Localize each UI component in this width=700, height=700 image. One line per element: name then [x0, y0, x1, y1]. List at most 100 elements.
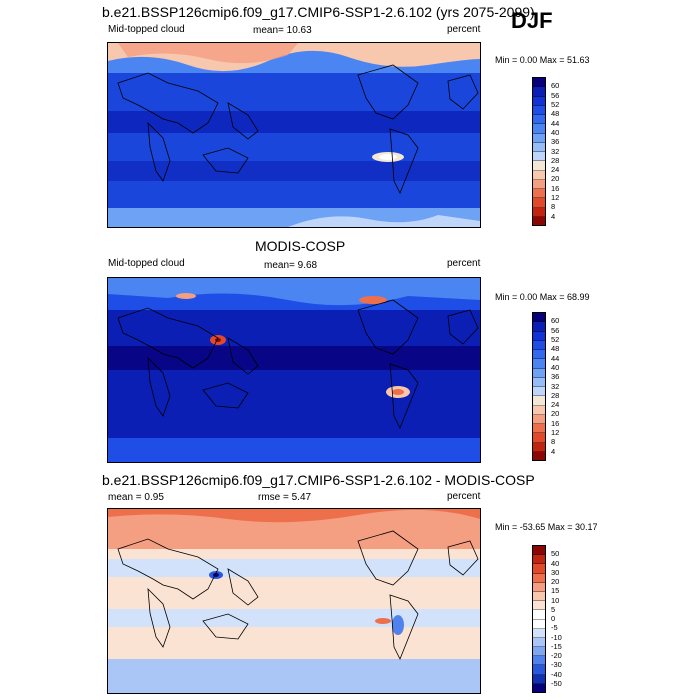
colorbar-tick-label: 16: [551, 183, 560, 193]
colorbar-swatch: [533, 424, 545, 434]
colorbar-swatch: [533, 142, 545, 152]
colorbar-tick-label: 4: [551, 446, 556, 456]
panel-2-colorbar: [532, 312, 546, 461]
colorbar-swatch: [533, 340, 545, 350]
colorbar-swatch: [533, 628, 545, 638]
colorbar-tick-label: 4: [551, 211, 556, 221]
colorbar-tick-label: 60: [551, 316, 560, 326]
panel-1-map: [107, 42, 481, 228]
colorbar-tick-label: -30: [551, 660, 562, 670]
colorbar-swatch: [533, 405, 545, 415]
colorbar-tick-label: -15: [551, 641, 562, 651]
colorbar-tick-label: -50: [551, 678, 562, 688]
colorbar-tick-label: 10: [551, 595, 560, 605]
colorbar-swatch: [533, 582, 545, 592]
colorbar-swatch: [533, 564, 545, 574]
colorbar-swatch: [533, 322, 545, 332]
colorbar-swatch: [533, 674, 545, 684]
colorbar-tick-label: 36: [551, 137, 560, 147]
panel-3-rmse-label: rmse = 5.47: [258, 492, 312, 503]
colorbar-tick-label: 56: [551, 90, 560, 100]
colorbar-swatch: [533, 414, 545, 424]
colorbar-tick-label: 30: [551, 567, 560, 577]
colorbar-tick-label: 60: [551, 81, 560, 91]
panel-3-title: b.e21.BSSP126cmip6.f09_g17.CMIP6-SSP1-2.…: [102, 472, 535, 488]
colorbar-swatch: [533, 115, 545, 125]
panel-1-variable-label: Mid-topped cloud: [108, 24, 185, 35]
colorbar-tick-label: 50: [551, 549, 560, 559]
colorbar-swatch: [533, 573, 545, 583]
panel-3-minmax-label: Min = -53.65 Max = 30.17: [495, 522, 598, 532]
colorbar-swatch: [533, 665, 545, 675]
panel-1-title: b.e21.BSSP126cmip6.f09_g17.CMIP6-SSP1-2.…: [102, 4, 535, 20]
colorbar-swatch: [533, 377, 545, 387]
colorbar-tick-label: -40: [551, 669, 562, 679]
colorbar-swatch: [533, 647, 545, 657]
colorbar-tick-label: 32: [551, 381, 560, 391]
season-label: DJF: [511, 8, 553, 33]
colorbar-tick-label: 24: [551, 165, 560, 175]
panel-2-mean-label: mean= 9.68: [264, 260, 318, 271]
colorbar-swatch: [533, 78, 545, 88]
colorbar-tick-label: 40: [551, 362, 560, 372]
colorbar-swatch: [533, 451, 545, 460]
colorbar-swatch: [533, 591, 545, 602]
colorbar-tick-label: 52: [551, 334, 560, 344]
panel-1-minmax-label: Min = 0.00 Max = 51.63: [495, 55, 590, 65]
colorbar-swatch: [533, 433, 545, 443]
colorbar-swatch: [533, 161, 545, 171]
colorbar-swatch: [533, 442, 545, 452]
colorbar-swatch: [533, 179, 545, 189]
colorbar-swatch: [533, 331, 545, 341]
colorbar-tick-label: 0: [551, 614, 556, 623]
colorbar-tick-label: 48: [551, 344, 560, 354]
colorbar-tick-label: 52: [551, 99, 560, 109]
colorbar-swatch: [533, 368, 545, 378]
colorbar-swatch: [533, 555, 545, 565]
colorbar-tick-label: 5: [551, 604, 556, 614]
colorbar-swatch: [533, 198, 545, 208]
colorbar-swatch: [533, 396, 545, 406]
colorbar-tick-label: -5: [551, 623, 558, 633]
colorbar-swatch: [533, 619, 545, 629]
colorbar-tick-label: 20: [551, 577, 560, 586]
colorbar-swatch: [533, 656, 545, 666]
colorbar-swatch: [533, 96, 545, 106]
colorbar-swatch: [533, 601, 545, 611]
colorbar-swatch: [533, 216, 545, 225]
colorbar-tick-label: 44: [551, 118, 560, 128]
colorbar-tick-label: 16: [551, 418, 560, 428]
colorbar-tick-label: 8: [551, 437, 556, 447]
colorbar-swatch: [533, 546, 545, 556]
panel-3-map: [107, 508, 481, 694]
colorbar-swatch: [533, 610, 545, 620]
colorbar-swatch: [533, 359, 545, 369]
colorbar-swatch: [533, 170, 545, 180]
colorbar-tick-label: 40: [551, 558, 560, 568]
panel-1-colorbar: [532, 77, 546, 226]
colorbar-tick-label: 20: [551, 174, 560, 184]
colorbar-tick-label: 36: [551, 372, 560, 382]
colorbar-swatch: [533, 133, 545, 143]
colorbar-swatch: [533, 207, 545, 217]
panel-3-colorbar: [532, 545, 546, 693]
colorbar-tick-label: 32: [551, 146, 560, 156]
colorbar-tick-label: 20: [551, 409, 560, 419]
colorbar-tick-label: -20: [551, 651, 562, 660]
colorbar-swatch: [533, 189, 545, 199]
colorbar-swatch: [533, 637, 545, 648]
colorbar-swatch: [533, 87, 545, 97]
panel-2-minmax-label: Min = 0.00 Max = 68.99: [495, 292, 590, 302]
colorbar-tick-label: 15: [551, 586, 560, 596]
colorbar-swatch: [533, 387, 545, 397]
colorbar-tick-label: 28: [551, 155, 560, 165]
panel-2-map: [107, 277, 481, 463]
colorbar-tick-label: 56: [551, 325, 560, 335]
colorbar-swatch: [533, 124, 545, 134]
colorbar-tick-label: 12: [551, 193, 560, 203]
colorbar-tick-label: 8: [551, 202, 556, 212]
panel-3-mean-label: mean = 0.95: [108, 492, 164, 503]
panel-1-units-label: percent: [447, 24, 481, 35]
panel-3-units-label: percent: [447, 491, 481, 502]
panel-2-units-label: percent: [447, 258, 481, 269]
